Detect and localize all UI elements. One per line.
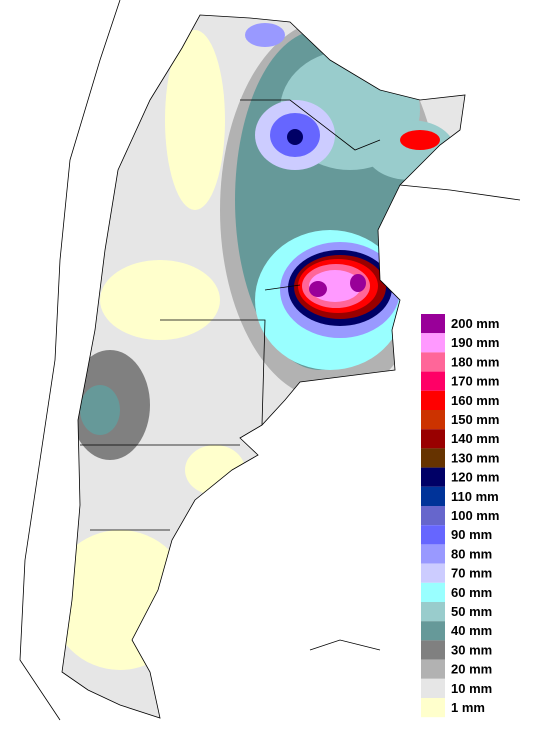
- legend-label: 60 mm: [451, 585, 492, 600]
- legend-swatch: [421, 467, 445, 487]
- legend-swatch: [421, 448, 445, 468]
- legend-swatch: [421, 390, 445, 410]
- legend-label: 160 mm: [451, 393, 499, 408]
- legend-swatch: [421, 640, 445, 660]
- legend-swatch: [421, 314, 445, 334]
- legend-swatch: [421, 678, 445, 698]
- legend-label: 200 mm: [451, 316, 499, 331]
- legend-swatch: [421, 352, 445, 372]
- legend-label: 1 mm: [451, 700, 485, 715]
- legend-swatch: [421, 429, 445, 449]
- legend-label: 80 mm: [451, 546, 492, 561]
- legend-swatch: [421, 563, 445, 583]
- legend-label: 100 mm: [451, 508, 499, 523]
- legend-label: 140 mm: [451, 431, 499, 446]
- legend-label: 30 mm: [451, 642, 492, 657]
- legend-swatch: [421, 698, 445, 718]
- legend-label: 50 mm: [451, 604, 492, 619]
- legend: 200 mm 190 mm 180 mm 170 mm 160 mm 150 mm 140 …: [421, 314, 499, 718]
- legend-label: 180 mm: [451, 354, 499, 369]
- legend-label: 130 mm: [451, 450, 499, 465]
- legend-swatch: [421, 659, 445, 679]
- legend-label: 120 mm: [451, 470, 499, 485]
- legend-swatch: [421, 621, 445, 641]
- legend-swatch: [421, 506, 445, 526]
- legend-label: 110 mm: [451, 489, 499, 504]
- legend-swatch: [421, 333, 445, 353]
- legend-label: 10 mm: [451, 681, 492, 696]
- legend-label: 190 mm: [451, 335, 499, 350]
- legend-swatch: [421, 410, 445, 430]
- legend-label: 90 mm: [451, 527, 492, 542]
- legend-swatch: [421, 525, 445, 545]
- legend-label: 40 mm: [451, 623, 492, 638]
- legend-swatch: [421, 582, 445, 602]
- legend-swatch: [421, 371, 445, 391]
- legend-swatch: [421, 544, 445, 564]
- borders: [19, 0, 521, 721]
- legend-label: 170 mm: [451, 374, 499, 389]
- legend-label: 150 mm: [451, 412, 499, 427]
- legend-label: 20 mm: [451, 662, 492, 677]
- legend-swatch: [421, 486, 445, 506]
- legend-label: 70 mm: [451, 566, 492, 581]
- legend-swatch: [421, 602, 445, 622]
